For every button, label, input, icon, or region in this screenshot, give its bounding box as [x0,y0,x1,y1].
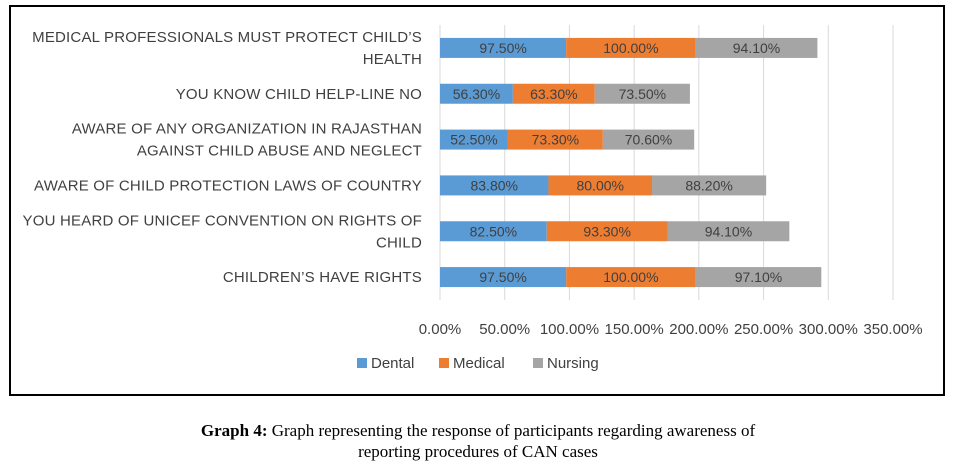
legend-label-dental: Dental [371,355,414,372]
bar-dental [440,129,508,150]
category-label: HEALTH [363,51,422,68]
x-tick-label: 100.00% [540,321,599,338]
data-label: 100.00% [603,40,658,56]
data-label: 94.10% [705,223,752,239]
bar-nursing [652,175,767,196]
x-tick-label: 350.00% [863,321,922,338]
data-label: 73.50% [619,86,666,102]
bar-dental [440,221,547,242]
stacked-bar-chart: 0.00% 50.00% 100.00% 150.00% 200.00% 250.00% 3… [23,25,923,372]
bar-dental [440,267,567,288]
caption-line-1: Graph representing the response of parti… [267,421,756,440]
bar-nursing [594,83,690,104]
bar-medical [566,37,696,58]
data-label: 97.50% [479,269,526,285]
data-label: 100.00% [603,269,658,285]
bar-medical [566,267,696,288]
chart-frame: 0.00% 50.00% 100.00% 150.00% 200.00% 250.00% 3… [9,5,945,396]
bar-dental [440,83,513,104]
category-label: CHILD [376,234,422,251]
data-label: 80.00% [576,177,623,193]
x-tick-label: 200.00% [669,321,728,338]
bar-nursing [667,221,790,242]
data-label: 73.30% [532,132,579,148]
x-tick-label: 300.00% [799,321,858,338]
bar-medical [548,175,653,196]
data-label: 97.10% [735,269,782,285]
legend-swatch-medical [439,358,449,368]
category-label: AWARE OF CHILD PROTECTION LAWS OF COUNTR… [34,177,422,194]
data-label: 83.80% [470,177,517,193]
data-label: 97.50% [479,40,526,56]
category-label: YOU KNOW CHILD HELP-LINE NO [176,86,422,103]
x-tick-label: 50.00% [479,321,530,338]
category-label: MEDICAL PROFESSIONALS MUST PROTECT CHILD… [32,29,422,46]
x-tick-label: 150.00% [605,321,664,338]
caption-label: Graph 4: [200,421,268,440]
x-tick-label: 250.00% [734,321,793,338]
legend-swatch-dental [357,358,367,368]
category-label: AWARE OF ANY ORGANIZATION IN RAJASTHAN [72,121,422,138]
category-label: CHILDREN’S HAVE RIGHTS [223,269,422,286]
bar-dental [440,37,567,58]
bar-nursing [695,267,822,288]
data-label: 63.30% [530,86,577,102]
legend-swatch-nursing [533,358,543,368]
category-label: AGAINST CHILD ABUSE AND NEGLECT [137,143,422,160]
figure-caption: Graph 4: Graph representing the response… [0,420,956,462]
data-label: 94.10% [733,40,780,56]
data-label: 56.30% [453,86,500,102]
data-label: 82.50% [470,223,517,239]
bar-nursing [602,129,695,150]
data-label: 88.20% [685,177,732,193]
category-label: YOU HEARD OF UNICEF CONVENTION ON RIGHTS… [23,212,422,229]
bar-nursing [695,37,818,58]
bar-medical [512,83,595,104]
caption-line-2: reporting procedures of CAN cases [358,442,598,461]
legend-label-medical: Medical [453,355,505,372]
bar-medical [546,221,668,242]
bar-medical [507,129,603,150]
legend-label-nursing: Nursing [547,355,599,372]
data-label: 52.50% [450,132,497,148]
data-label: 93.30% [583,223,630,239]
x-tick-label: 0.00% [419,321,462,338]
data-label: 70.60% [625,132,672,148]
bar-dental [440,175,549,196]
